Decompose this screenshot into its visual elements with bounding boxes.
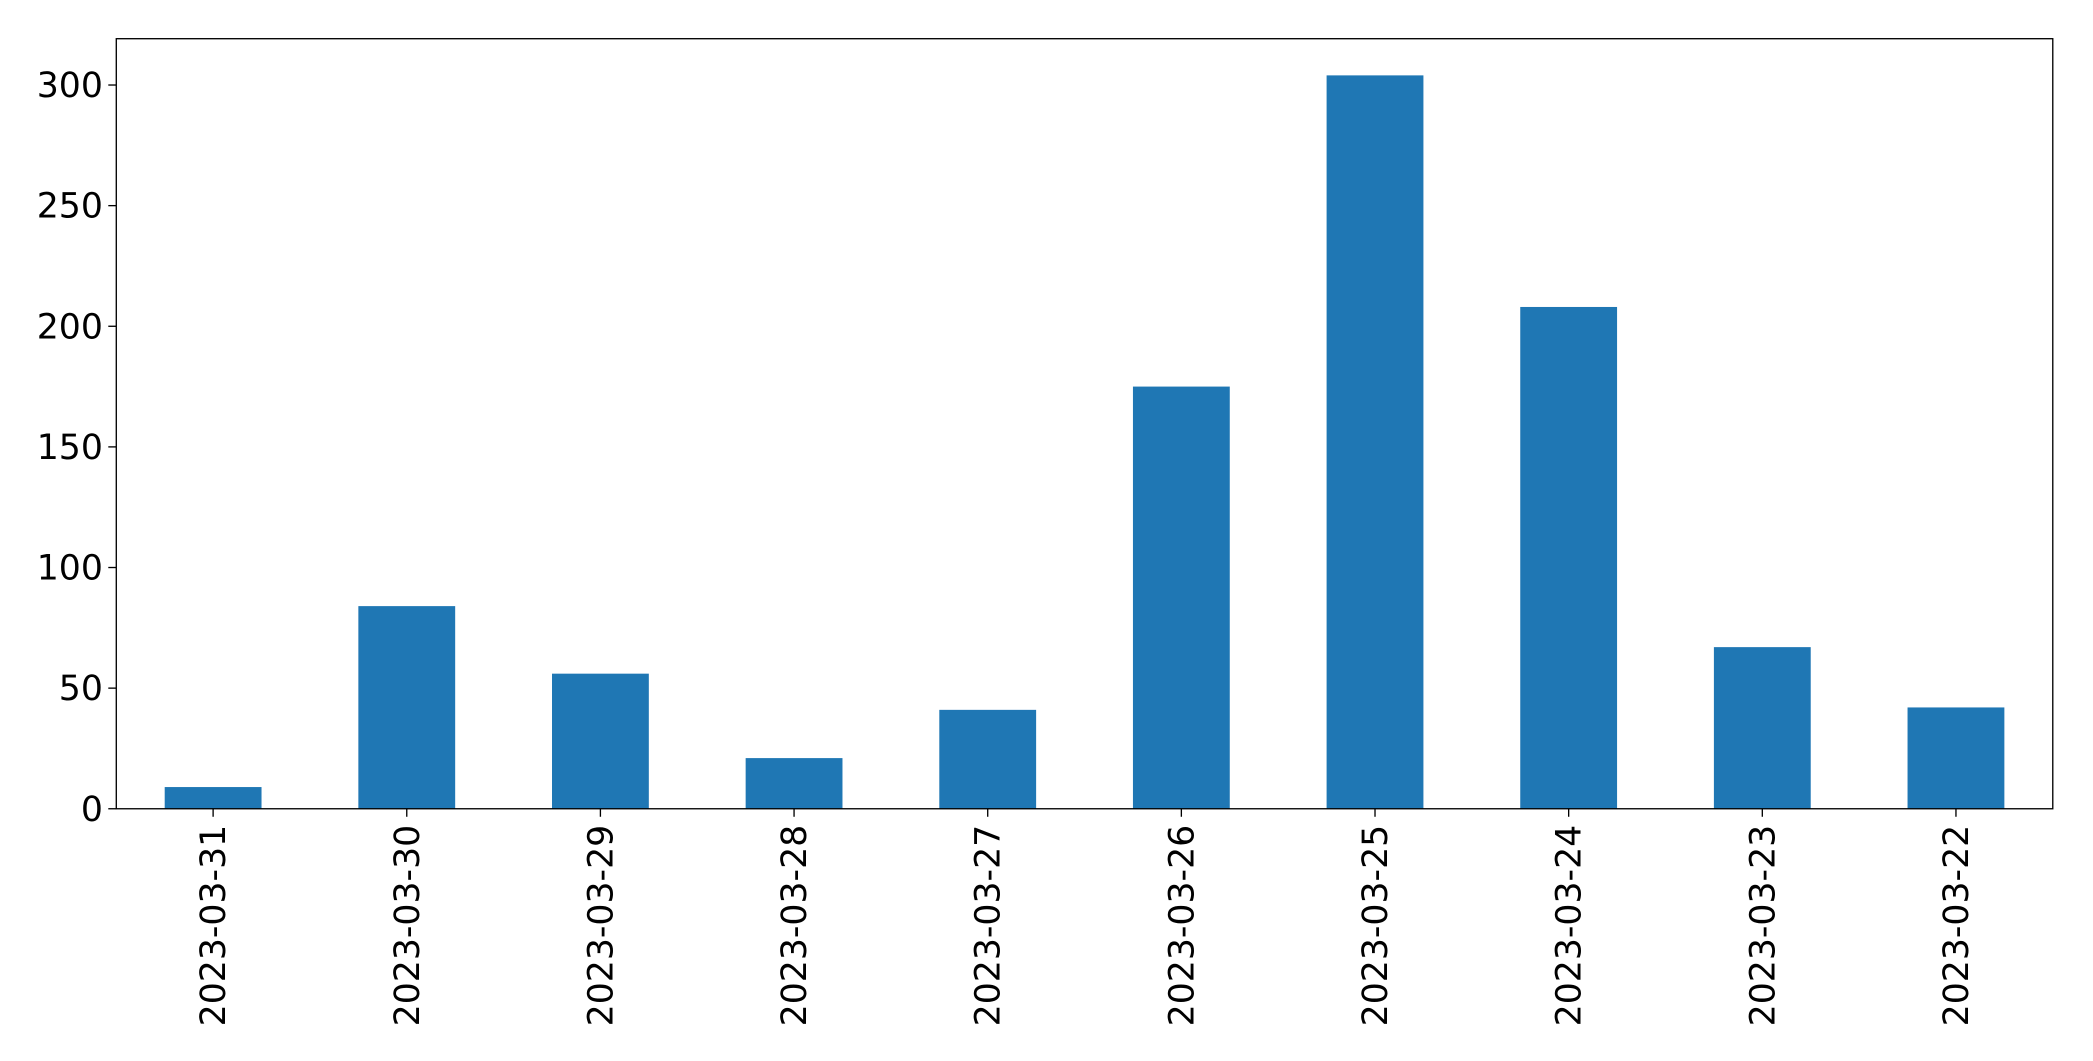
x-tick-label: 2023-03-29 xyxy=(581,825,621,1027)
bar xyxy=(552,673,649,809)
y-tick-label: 100 xyxy=(37,549,103,589)
y-tick-label: 50 xyxy=(59,669,103,709)
bar xyxy=(1713,647,1811,809)
y-tick-label: 300 xyxy=(37,66,103,106)
x-tick-label: 2023-03-24 xyxy=(1550,825,1590,1027)
x-tick-label: 2023-03-23 xyxy=(1743,825,1783,1027)
y-tick-label: 150 xyxy=(37,428,103,468)
x-tick-label: 2023-03-30 xyxy=(388,825,428,1027)
x-tick-label: 2023-03-26 xyxy=(1162,825,1202,1027)
y-tick-label: 0 xyxy=(81,790,103,830)
x-tick-label: 2023-03-25 xyxy=(1356,825,1396,1027)
bar xyxy=(358,606,456,809)
y-tick-label: 250 xyxy=(37,187,103,227)
bar xyxy=(1520,306,1618,809)
bar xyxy=(164,787,262,809)
x-tick-label: 2023-03-27 xyxy=(969,825,1009,1027)
bar xyxy=(1132,386,1230,809)
plot-frame xyxy=(115,38,2054,810)
bar xyxy=(745,758,843,809)
x-tick-label: 2023-03-31 xyxy=(194,825,234,1027)
x-tick-label: 2023-03-22 xyxy=(1937,825,1977,1027)
bar xyxy=(939,709,1037,809)
bar xyxy=(1907,707,2005,809)
x-tick-label: 2023-03-28 xyxy=(775,825,815,1027)
bar xyxy=(1326,75,1424,809)
y-tick-label: 200 xyxy=(37,307,103,347)
